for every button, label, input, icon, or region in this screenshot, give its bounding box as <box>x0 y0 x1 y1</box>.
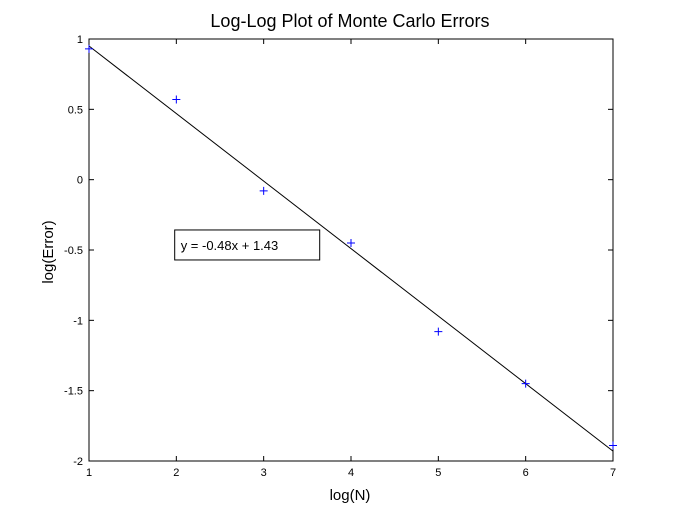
x-axis-label: log(N) <box>330 487 371 504</box>
data-point-marker <box>434 327 443 336</box>
annotation-text: y = -0.48x + 1.43 <box>181 238 279 253</box>
annotation-box <box>174 229 321 261</box>
plot-area: 1 2 3 4 5 6 7 1 0.5 0 -0.5 -1 -1.5 -2 y = -0.48x + 1.4… <box>64 34 617 479</box>
x-tick-label: 5 <box>435 467 441 479</box>
y-tick-label: 0 <box>77 175 83 187</box>
x-tick-label: 4 <box>348 467 354 479</box>
y-tick-label: 1 <box>77 34 83 46</box>
y-tick-label: -1 <box>73 315 83 327</box>
x-tick-label: 6 <box>523 467 529 479</box>
data-point-marker <box>521 379 530 388</box>
y-tick-label: 0.5 <box>68 104 83 116</box>
data-point-marker <box>85 44 93 53</box>
y-axis-label: log(Error) <box>40 220 57 283</box>
data-point-marker <box>172 95 181 104</box>
x-tick-label: 3 <box>261 467 267 479</box>
y-tick-label: -0.5 <box>64 245 83 257</box>
data-point-marker <box>259 186 268 195</box>
x-tick-label: 7 <box>610 467 616 479</box>
data-point-marker <box>347 238 355 247</box>
x-tick-label: 1 <box>86 467 92 479</box>
y-tick-label: -1.5 <box>64 386 83 398</box>
y-tick-label: -2 <box>73 456 83 468</box>
data-point-marker <box>609 441 617 450</box>
chart-title: Log-Log Plot of Monte Carlo Errors <box>210 11 489 31</box>
x-tick-label: 2 <box>173 467 179 479</box>
